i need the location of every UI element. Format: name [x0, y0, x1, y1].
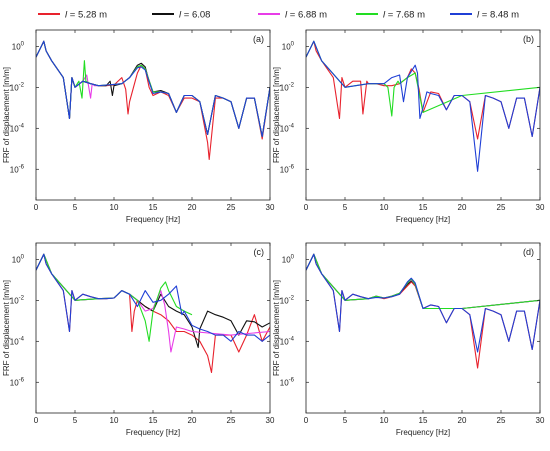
x-tick-label: 0: [34, 416, 39, 425]
y-tick-label: 10-2: [280, 82, 295, 92]
y-tick-label: 10-6: [280, 377, 295, 387]
series-group: [306, 40, 540, 172]
y-tick-label: 10-2: [10, 82, 25, 92]
panel-label: (d): [523, 247, 534, 257]
x-tick-label: 15: [419, 416, 428, 425]
x-tick-label: 10: [380, 203, 389, 212]
y-tick-label: 10-6: [280, 164, 295, 174]
x-tick-label: 10: [110, 203, 119, 212]
chart-panel: 0 5 10 15 20 25 30 100 10-2 10-4 10-6 Frequency [Hz…: [2, 242, 275, 437]
series-line: [306, 40, 540, 172]
x-tick-label: 15: [149, 416, 158, 425]
legend-label: l = 8.48 m: [477, 10, 519, 21]
chart-panel: 0 5 10 15 20 25 30 100 10-2 10-4 10-6 Frequency [Hz…: [272, 242, 545, 437]
chart-panel: 0 5 10 15 20 25 30 100 10-2 10-4 10-6 Frequency [Hz…: [272, 29, 545, 224]
legend-label: l = 5.28 m: [65, 10, 107, 21]
series-line: [306, 40, 540, 140]
x-axis-label: Frequency [Hz]: [396, 215, 450, 224]
y-tick-label: 10-4: [10, 336, 25, 346]
x-tick-label: 25: [497, 203, 506, 212]
x-axis-label: Frequency [Hz]: [126, 428, 180, 437]
legend-label: l = 6.88 m: [285, 10, 327, 21]
x-axis-label: Frequency [Hz]: [396, 428, 450, 437]
y-axis-label: FRF of displacement [m/m]: [272, 280, 281, 376]
series-group: [36, 253, 270, 374]
x-tick-label: 5: [73, 203, 78, 212]
legend-entry: l = 6.08: [152, 10, 210, 21]
x-tick-label: 30: [266, 416, 275, 425]
series-group: [306, 253, 540, 369]
x-tick-label: 5: [343, 203, 348, 212]
x-tick-label: 0: [34, 203, 39, 212]
legend-entry: l = 7.68 m: [356, 10, 425, 21]
y-axis-label: FRF of displacement [m/m]: [2, 67, 11, 163]
y-tick-label: 10-2: [280, 295, 295, 305]
chart-panel: 0 5 10 15 20 25 30 100 10-2 10-4 10-6 Frequency [Hz…: [2, 29, 275, 224]
y-tick-label: 100: [282, 41, 295, 51]
series-line: [36, 253, 270, 342]
x-tick-label: 20: [188, 416, 197, 425]
legend-label: l = 6.08: [179, 10, 210, 21]
x-tick-label: 20: [458, 416, 467, 425]
x-tick-label: 10: [110, 416, 119, 425]
legend-entry: l = 5.28 m: [38, 10, 107, 21]
x-tick-label: 30: [536, 416, 545, 425]
x-tick-label: 15: [419, 203, 428, 212]
x-tick-label: 30: [266, 203, 275, 212]
y-tick-label: 100: [12, 254, 25, 264]
y-tick-label: 100: [282, 254, 295, 264]
y-tick-label: 10-4: [10, 123, 25, 133]
x-tick-label: 20: [458, 203, 467, 212]
legend-label: l = 7.68 m: [383, 10, 425, 21]
x-tick-label: 25: [227, 416, 236, 425]
legend-entry: l = 8.48 m: [450, 10, 519, 21]
x-tick-label: 15: [149, 203, 158, 212]
x-tick-label: 25: [497, 416, 506, 425]
legend-entry: l = 6.88 m: [258, 10, 327, 21]
x-tick-label: 0: [304, 203, 309, 212]
series-line: [36, 40, 270, 138]
panel-label: (b): [523, 34, 534, 44]
y-tick-label: 10-6: [10, 377, 25, 387]
x-tick-label: 5: [73, 416, 78, 425]
series-line: [306, 40, 540, 117]
x-tick-label: 5: [343, 416, 348, 425]
y-tick-label: 10-2: [10, 295, 25, 305]
x-tick-label: 10: [380, 416, 389, 425]
y-tick-label: 100: [12, 41, 25, 51]
y-axis-label: FRF of displacement [m/m]: [2, 280, 11, 376]
legend: l = 5.28 m l = 6.08 l = 6.88 m l = 7.68 m l …: [38, 10, 519, 21]
y-tick-label: 10-6: [10, 164, 25, 174]
panel-label: (a): [253, 34, 264, 44]
y-tick-label: 10-4: [280, 123, 295, 133]
x-axis-label: Frequency [Hz]: [126, 215, 180, 224]
y-axis-label: FRF of displacement [m/m]: [272, 67, 281, 163]
x-tick-label: 25: [227, 203, 236, 212]
series-group: [36, 40, 270, 161]
series-line: [306, 253, 540, 353]
y-tick-label: 10-4: [280, 336, 295, 346]
x-tick-label: 0: [304, 416, 309, 425]
panel-label: (c): [254, 247, 265, 257]
x-tick-label: 30: [536, 203, 545, 212]
x-tick-label: 20: [188, 203, 197, 212]
